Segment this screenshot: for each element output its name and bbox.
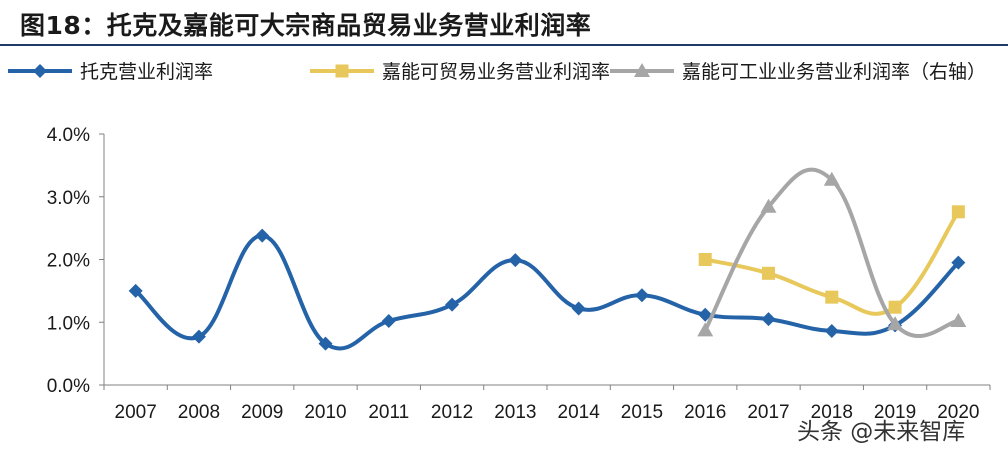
- series-1: [698, 205, 965, 316]
- legend-marker: [335, 64, 349, 78]
- data-point: [760, 198, 777, 213]
- legend: 托克营业利润率 嘉能可贸易业务营业利润率 嘉能可工业业务营业利润率（右轴）: [8, 61, 986, 83]
- legend-item: 托克营业利润率: [8, 61, 213, 83]
- x-tick-label: 2010: [304, 402, 346, 423]
- series-line: [703, 167, 961, 339]
- y-tick-label: 4.0%: [47, 125, 90, 146]
- y-tick-label: 3.0%: [47, 188, 90, 209]
- data-point: [508, 253, 523, 268]
- watermark: 头条 @未来智库: [797, 419, 966, 445]
- data-point: [761, 312, 776, 327]
- y-tick-label: 0.0%: [47, 376, 90, 397]
- x-tick-label: 2011: [368, 402, 409, 423]
- x-tick-label: 2007: [115, 402, 157, 423]
- y-tick-label: 2.0%: [47, 251, 90, 272]
- x-tick-label: 2008: [178, 402, 220, 423]
- legend-item: 嘉能可工业业务营业利润率（右轴）: [610, 61, 986, 83]
- x-tick-label: 2009: [241, 402, 283, 423]
- x-tick-label: 2017: [747, 402, 789, 423]
- series-0: [128, 228, 966, 351]
- data-point: [951, 205, 965, 219]
- x-tick-label: 2014: [558, 402, 601, 423]
- legend-marker: [33, 64, 47, 78]
- data-point: [887, 316, 904, 331]
- legend-label: 嘉能可工业业务营业利润率（右轴）: [682, 61, 986, 83]
- data-point: [825, 290, 839, 304]
- data-point: [318, 336, 333, 351]
- chart-title: 图18：托克及嘉能可大宗商品贸易业务营业利润率: [20, 11, 592, 40]
- data-point: [698, 307, 713, 322]
- series-2: [697, 167, 967, 339]
- data-point: [255, 228, 270, 243]
- x-tick-label: 2015: [621, 402, 663, 423]
- data-point: [191, 329, 206, 344]
- data-point: [381, 313, 396, 328]
- data-point: [698, 253, 712, 266]
- y-tick-label: 1.0%: [47, 313, 90, 334]
- data-point: [571, 301, 586, 316]
- legend-label: 托克营业利润率: [80, 61, 213, 83]
- data-point: [445, 297, 460, 312]
- x-tick-label: 2016: [684, 402, 726, 423]
- x-tick-label: 2012: [431, 402, 473, 423]
- data-point: [823, 171, 840, 186]
- data-point: [128, 283, 143, 298]
- data-point: [824, 324, 839, 339]
- legend-label: 嘉能可贸易业务营业利润率: [382, 61, 610, 83]
- x-tick-label: 2020: [937, 402, 979, 423]
- title-divider: [0, 44, 1008, 46]
- legend-item: 嘉能可贸易业务营业利润率: [310, 61, 610, 83]
- x-tick-label: 2013: [494, 402, 536, 423]
- data-point: [888, 300, 902, 314]
- axes: 0.0% 1.0% 2.0% 3.0% 4.0% 2007 2008 2009 2010 2011…: [47, 125, 991, 423]
- data-point: [634, 288, 649, 303]
- data-point: [762, 266, 775, 280]
- x-tick-label: 2018: [811, 402, 853, 423]
- data-point: [950, 312, 967, 327]
- x-tick-label: 2019: [874, 402, 916, 423]
- data-point: [697, 322, 714, 337]
- data-point: [951, 255, 966, 270]
- series-layer: [128, 167, 967, 351]
- legend-marker: [634, 63, 650, 77]
